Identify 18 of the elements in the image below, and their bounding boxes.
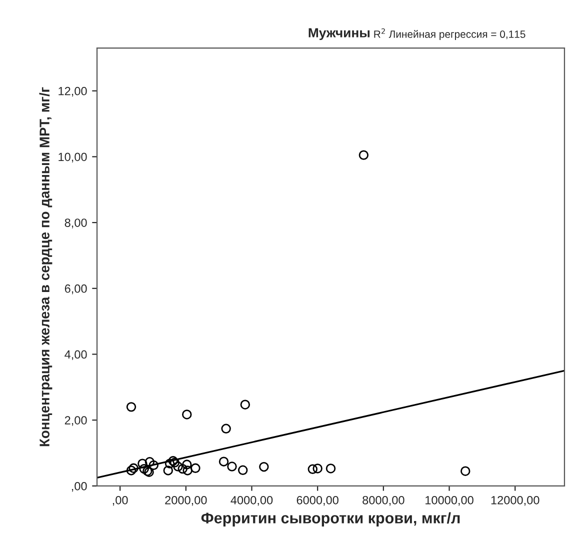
x-tick-label: 12000,00 [491,496,540,506]
y-tick-label: 6,00 [64,284,87,294]
chart-title: Мужчины [308,28,370,40]
x-tick-label: 6000,00 [296,496,338,506]
y-tick-label: 12,00 [58,86,87,97]
y-tick-label: 2,00 [64,416,87,426]
y-tick-label: 10,00 [58,152,87,162]
x-tick-label: 10000,00 [426,496,474,506]
y-tick-label: ,00 [72,482,87,492]
y-tick-label: 8,00 [64,218,87,228]
y-tick-label: 4,00 [64,350,87,360]
x-axis-title: Ферритин сыворотки крови, мкг/л [201,512,460,526]
text: R$^{2}$ Линейная регрессия = 0,115 [374,28,526,40]
x-tick-label: 8000,00 [362,496,404,506]
x-tick-label: ,00 [112,496,128,506]
y-axis-title: Концентрация железа в сердце по данным МРТ, мг/г [39,87,52,446]
x-tick-label: 2000,00 [165,496,207,506]
x-tick-label: 4000,00 [230,496,273,506]
